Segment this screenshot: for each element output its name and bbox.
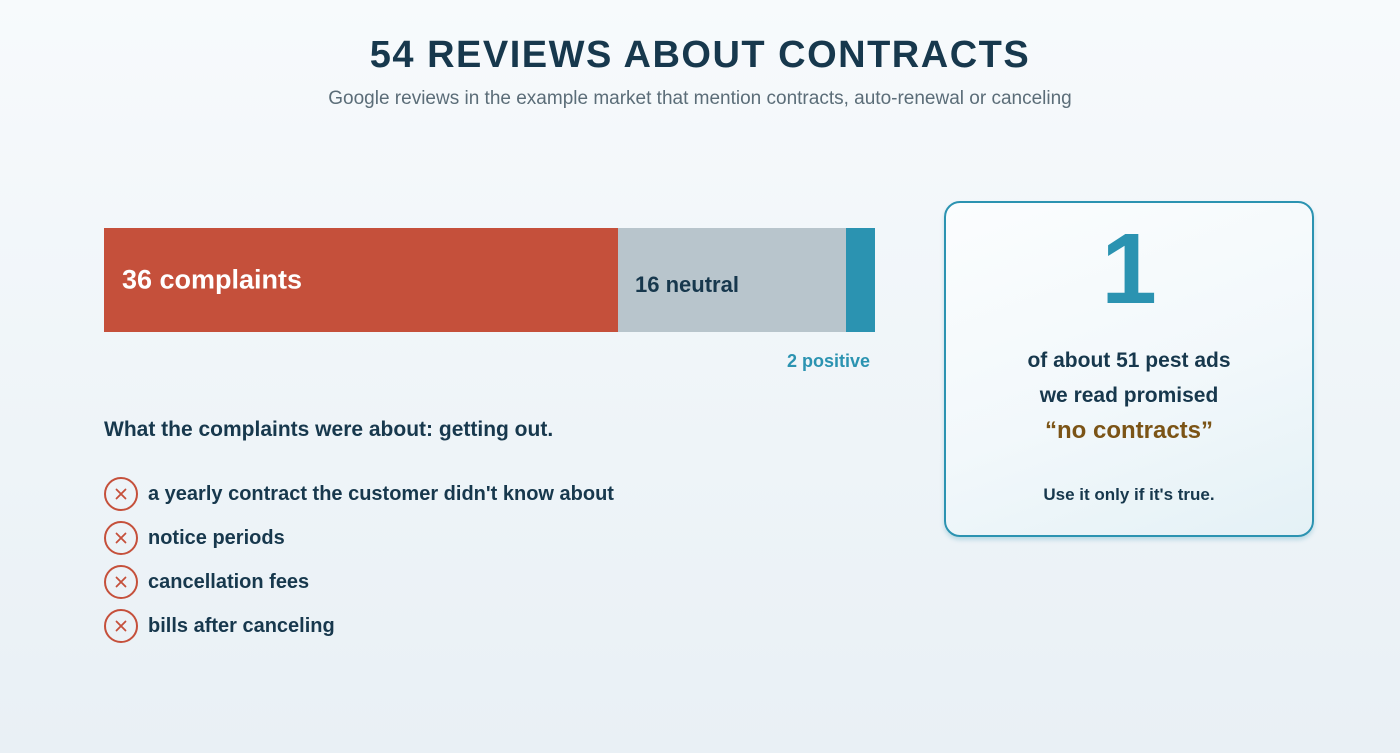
complaint-reason-text: cancellation fees — [148, 570, 310, 593]
list-item: cancellation fees — [104, 560, 614, 604]
list-item: bills after canceling — [104, 604, 614, 648]
complaint-reasons-list: a yearly contract the customer didn't kn… — [104, 472, 614, 648]
complaint-reason-text: notice periods — [148, 526, 285, 549]
page-subtitle: Google reviews in the example market tha… — [328, 88, 1072, 109]
bar-segment-positive — [846, 228, 875, 332]
x-circle-icon — [104, 521, 138, 555]
complaints-heading: What the complaints were about: getting … — [104, 418, 554, 441]
x-circle-icon — [104, 565, 138, 599]
bar-segment-neutral: 16 neutral — [618, 228, 847, 332]
bar-label-neutral: 16 neutral — [635, 272, 739, 298]
callout-line-2: we read promised — [1039, 384, 1219, 407]
complaint-reason-text: a yearly contract the customer didn't kn… — [148, 482, 614, 505]
callout-line-1: of about 51 pest ads — [1027, 349, 1231, 372]
list-item: notice periods — [104, 516, 614, 560]
bar-label-complaints: 36 complaints — [122, 264, 303, 295]
x-circle-icon — [104, 609, 138, 643]
callout-number: 1 — [1101, 213, 1157, 325]
callout-card: 1 of about 51 pest ads we read promised … — [944, 201, 1314, 537]
page-title: 54 REVIEWS ABOUT CONTRACTS — [369, 34, 1031, 76]
complaint-reason-text: bills after canceling — [148, 614, 335, 637]
x-circle-icon — [104, 477, 138, 511]
list-item: a yearly contract the customer didn't kn… — [104, 472, 614, 516]
bar-segment-complaints: 36 complaints — [104, 228, 618, 332]
callout-quote: “no contracts” — [1044, 417, 1214, 444]
stacked-bar-chart: 36 complaints 16 neutral — [104, 228, 875, 332]
callout-footnote: Use it only if it's true. — [1043, 485, 1215, 504]
positive-label: 2 positive — [786, 351, 870, 371]
